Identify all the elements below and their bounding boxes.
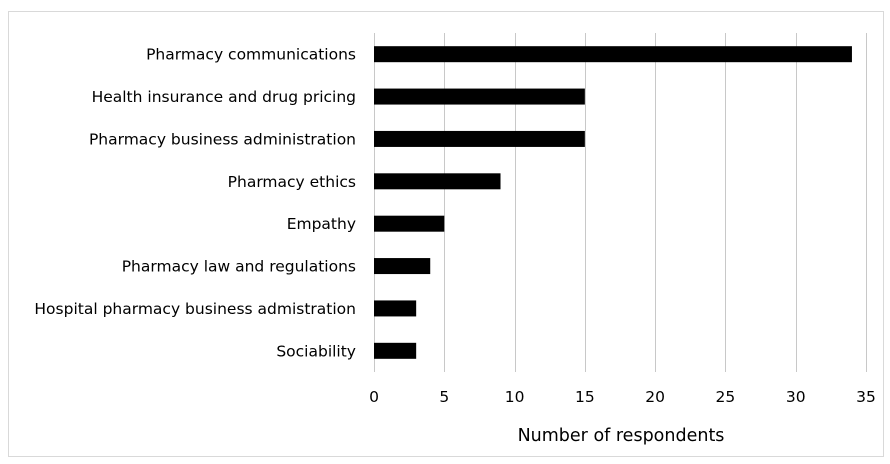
category-label: Health insurance and drug pricing xyxy=(92,88,356,106)
bar-2 xyxy=(374,88,585,105)
bar-7 xyxy=(374,300,417,317)
category-label: Hospital pharmacy business admistration xyxy=(34,300,356,318)
bar-5 xyxy=(374,215,445,232)
x-tick-label: 20 xyxy=(645,388,665,406)
category-label: Pharmacy business administration xyxy=(89,130,356,148)
bar-4 xyxy=(374,173,501,190)
x-tick-labels: 0 5 10 15 20 25 30 35 xyxy=(369,388,876,406)
x-tick-label: 5 xyxy=(439,388,449,406)
bar-3 xyxy=(374,130,585,147)
category-label: Pharmacy communications xyxy=(146,46,356,64)
x-tick-label: 25 xyxy=(716,388,736,406)
category-labels: Pharmacy communications Health insurance … xyxy=(34,46,356,361)
bar-6 xyxy=(374,258,431,275)
x-axis-title: Number of respondents xyxy=(518,426,725,446)
category-label: Pharmacy ethics xyxy=(228,173,356,191)
bars xyxy=(374,46,852,359)
bar-1 xyxy=(374,46,852,63)
x-tick-label: 15 xyxy=(575,388,595,406)
x-tick-label: 35 xyxy=(856,388,876,406)
chart-frame xyxy=(8,11,884,457)
x-tick-label: 30 xyxy=(786,388,806,406)
category-label: Empathy xyxy=(287,215,356,233)
x-tick-label: 0 xyxy=(369,388,379,406)
grid-lines xyxy=(374,33,867,372)
category-label: Pharmacy law and regulations xyxy=(122,258,356,276)
category-label: Sociability xyxy=(276,342,356,360)
bar-8 xyxy=(374,342,417,359)
x-tick-label: 10 xyxy=(505,388,525,406)
